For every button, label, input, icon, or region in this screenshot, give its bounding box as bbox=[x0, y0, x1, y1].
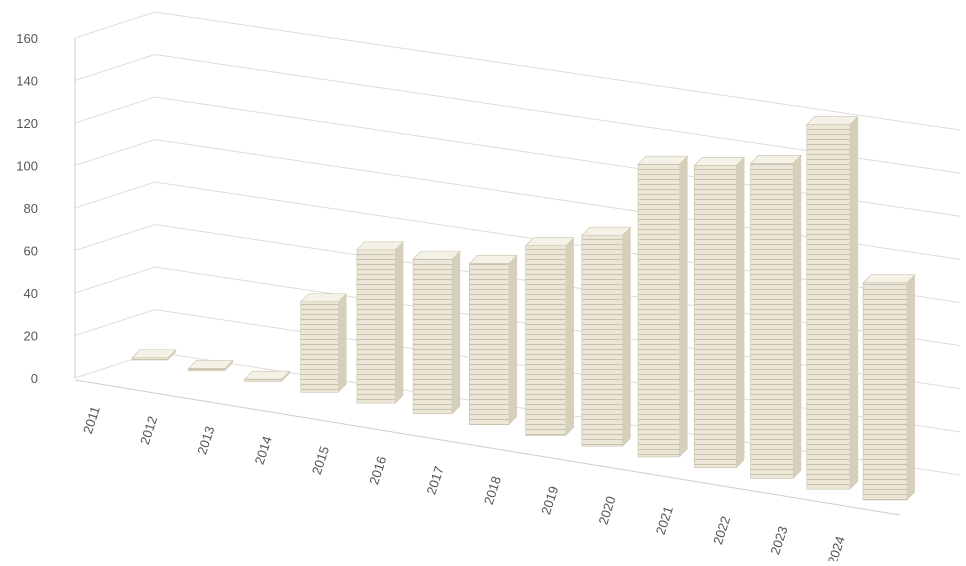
stack-top bbox=[806, 116, 859, 125]
grid-line bbox=[74, 223, 961, 347]
stack-top bbox=[862, 274, 916, 283]
stack-top bbox=[524, 237, 575, 246]
paper-stack bbox=[412, 250, 461, 415]
x-tick-label: 2021 bbox=[653, 504, 676, 536]
paper-stack bbox=[299, 293, 348, 393]
paper-stack bbox=[637, 155, 689, 458]
paper-stack bbox=[862, 274, 916, 501]
paper-stack bbox=[187, 360, 234, 372]
paper-stack bbox=[131, 349, 177, 361]
y-tick-label: 160 bbox=[16, 31, 38, 46]
y-tick-label: 60 bbox=[24, 244, 38, 259]
stack-side bbox=[395, 241, 404, 404]
stack-side bbox=[168, 349, 176, 360]
x-tick-label: 2019 bbox=[538, 484, 561, 516]
grid-line bbox=[74, 266, 961, 390]
grid-line bbox=[74, 53, 961, 174]
grid-line bbox=[74, 138, 961, 260]
x-tick-label: 2017 bbox=[423, 464, 446, 496]
stack-top bbox=[412, 250, 461, 260]
stack-side bbox=[679, 156, 688, 457]
x-tick-label: 2011 bbox=[80, 404, 103, 435]
y-tick-label: 20 bbox=[24, 329, 38, 344]
x-tick-label: 2024 bbox=[825, 534, 848, 561]
x-tick-label: 2014 bbox=[252, 434, 275, 466]
floor-edge bbox=[74, 379, 901, 516]
stack-top bbox=[637, 155, 689, 165]
x-tick-label: 2013 bbox=[194, 424, 217, 456]
grid-line bbox=[74, 308, 961, 433]
stack-top bbox=[131, 349, 177, 359]
paper-stack bbox=[806, 116, 859, 490]
paper-stack bbox=[468, 254, 518, 425]
stack-side bbox=[793, 155, 802, 479]
bar bbox=[187, 368, 226, 372]
bar bbox=[637, 163, 680, 458]
bar bbox=[750, 162, 794, 479]
bar bbox=[356, 249, 396, 404]
stack-side bbox=[509, 255, 518, 425]
bar bbox=[525, 245, 567, 436]
stack-side bbox=[907, 274, 915, 500]
y-tick-label: 120 bbox=[16, 116, 38, 131]
paper-stack bbox=[581, 226, 632, 447]
stack-side bbox=[622, 227, 631, 447]
stack-top bbox=[749, 154, 803, 164]
paper-stack bbox=[524, 237, 575, 436]
stack-side bbox=[281, 371, 290, 382]
x-tick-label: 2015 bbox=[309, 444, 332, 476]
bar bbox=[131, 357, 169, 361]
bar bbox=[300, 301, 339, 393]
bar bbox=[412, 258, 453, 415]
y-tick-label: 0 bbox=[31, 371, 38, 386]
bar bbox=[862, 282, 908, 501]
stack-side bbox=[565, 237, 574, 436]
x-tick-label: 2018 bbox=[481, 474, 504, 506]
x-tick-label: 2012 bbox=[137, 414, 160, 446]
paper-stack bbox=[243, 370, 291, 382]
bar bbox=[806, 124, 851, 490]
stack-side bbox=[338, 293, 347, 393]
stack-top bbox=[581, 226, 632, 236]
stack-top bbox=[299, 293, 348, 303]
x-tick-label: 2023 bbox=[767, 524, 790, 556]
paper-stack bbox=[749, 154, 803, 479]
x-tick-label: 2020 bbox=[595, 494, 618, 526]
grid-line bbox=[74, 181, 961, 303]
stack-top bbox=[693, 156, 746, 166]
stack-top bbox=[243, 370, 291, 380]
stack-side bbox=[736, 157, 745, 468]
paper-stack bbox=[356, 241, 405, 404]
y-tick-label: 80 bbox=[24, 201, 38, 216]
stack-top bbox=[356, 241, 405, 251]
y-tick-label: 40 bbox=[24, 286, 38, 301]
stack-side bbox=[850, 116, 859, 490]
grid-line bbox=[74, 11, 961, 131]
paper-stack bbox=[693, 156, 746, 468]
stack-top bbox=[468, 254, 518, 264]
grid-line bbox=[74, 96, 961, 217]
bar bbox=[581, 234, 624, 447]
x-tick-label: 2022 bbox=[710, 514, 733, 546]
stack-side bbox=[452, 251, 461, 414]
bar bbox=[694, 164, 737, 468]
y-tick-label: 100 bbox=[16, 159, 38, 174]
y-tick-label: 140 bbox=[16, 74, 38, 89]
bar bbox=[244, 378, 282, 382]
x-tick-label: 2016 bbox=[366, 454, 389, 486]
bar bbox=[469, 262, 510, 425]
stack-side bbox=[224, 360, 233, 371]
stack-top bbox=[187, 360, 234, 369]
